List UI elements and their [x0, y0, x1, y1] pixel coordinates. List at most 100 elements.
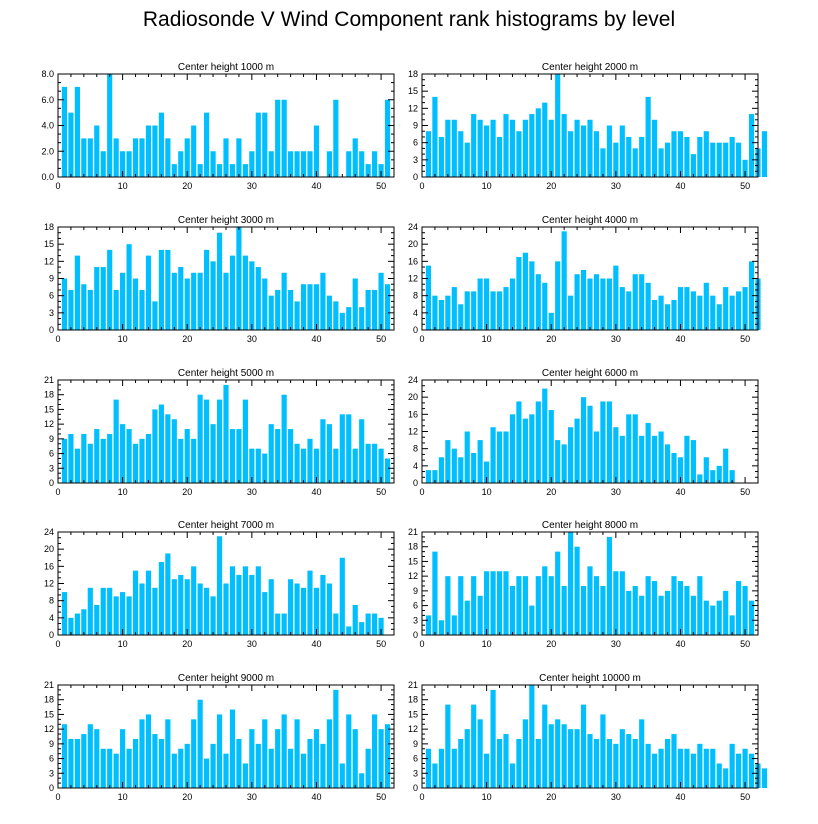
- bar: [574, 729, 580, 788]
- bar: [365, 443, 371, 483]
- bar: [664, 590, 671, 635]
- bar: [587, 405, 593, 483]
- bar: [484, 125, 490, 177]
- bar: [690, 440, 696, 483]
- bar: [81, 284, 87, 330]
- bar: [697, 136, 703, 177]
- y-tick-label: 0: [413, 172, 418, 182]
- y-tick-label: 8.0: [41, 69, 54, 79]
- bar: [561, 724, 567, 788]
- bar: [94, 604, 100, 635]
- bar: [87, 724, 93, 788]
- bar: [464, 729, 470, 788]
- bar: [68, 112, 74, 177]
- bar: [152, 125, 158, 177]
- bar: [275, 99, 281, 177]
- panel-title: Center height 2000 m: [542, 62, 638, 73]
- bar: [703, 282, 709, 330]
- bar: [262, 592, 268, 635]
- x-tick-label: 10: [482, 181, 492, 191]
- panel-6: Center height 6000 m 0 10 20 30 40 50 0 4 8 12 16 20…: [408, 368, 759, 497]
- y-tick-label: 24: [44, 527, 54, 537]
- bar: [300, 448, 307, 483]
- bar: [223, 753, 229, 788]
- bar: [645, 96, 651, 177]
- bar: [294, 443, 300, 483]
- x-tick-label: 50: [376, 639, 386, 649]
- y-tick-label: 3: [49, 768, 54, 778]
- bar: [326, 719, 332, 788]
- bar: [458, 304, 464, 330]
- bar: [288, 151, 294, 177]
- bar: [542, 388, 548, 483]
- bar: [729, 295, 735, 330]
- bar: [522, 719, 528, 788]
- bar: [281, 272, 287, 330]
- bar: [378, 164, 384, 177]
- bar: [107, 249, 113, 330]
- bar: [471, 291, 477, 330]
- bar: [94, 125, 100, 177]
- panel-title: Center height 7000 m: [178, 520, 274, 531]
- y-tick-label: 15: [408, 556, 418, 566]
- bar: [529, 261, 535, 330]
- bar: [372, 714, 378, 788]
- y-tick-label: 20: [408, 392, 418, 402]
- y-tick-label: 15: [408, 709, 418, 719]
- y-tick-label: 6.0: [41, 95, 54, 105]
- bar: [425, 748, 432, 788]
- y-tick-label: 24: [408, 222, 418, 232]
- y-tick-label: 16: [44, 561, 54, 571]
- bar: [307, 438, 313, 483]
- bar: [509, 585, 516, 635]
- bar: [587, 119, 593, 177]
- bar: [268, 748, 274, 788]
- bar: [671, 576, 677, 635]
- x-tick-label: 20: [546, 639, 556, 649]
- bar: [606, 401, 612, 483]
- bar: [197, 699, 203, 788]
- bar: [432, 295, 438, 330]
- bar: [113, 596, 119, 635]
- bar: [61, 592, 68, 635]
- bar: [632, 738, 638, 788]
- bar: [548, 312, 554, 330]
- bar: [326, 583, 332, 635]
- bar: [191, 566, 197, 635]
- bar: [223, 272, 229, 330]
- bar: [748, 261, 755, 330]
- bar: [613, 427, 619, 483]
- y-tick-label: 12: [44, 579, 54, 589]
- bar: [432, 96, 438, 177]
- y-tick-label: 15: [408, 86, 418, 96]
- bar: [477, 719, 483, 788]
- bar: [61, 724, 68, 788]
- bar: [210, 743, 216, 788]
- bar: [671, 131, 677, 177]
- bar: [574, 546, 580, 635]
- bar: [216, 232, 223, 330]
- bar: [178, 574, 184, 635]
- bar: [249, 151, 255, 177]
- bar: [458, 457, 464, 483]
- bar: [606, 125, 612, 177]
- bar: [139, 289, 145, 330]
- panel-title: Center height 4000 m: [542, 215, 638, 226]
- y-tick-label: 3: [413, 155, 418, 165]
- bar: [204, 249, 210, 330]
- bar: [262, 453, 268, 483]
- bar: [535, 576, 541, 635]
- bar: [522, 119, 528, 177]
- bar: [94, 267, 100, 330]
- bar: [445, 440, 451, 483]
- bar: [548, 119, 554, 177]
- bar: [126, 748, 132, 788]
- bar: [120, 592, 126, 635]
- bar: [736, 142, 742, 177]
- y-tick-label: 18: [44, 222, 54, 232]
- x-tick-label: 30: [247, 334, 257, 344]
- bar: [100, 151, 106, 177]
- bar: [742, 585, 748, 635]
- bar: [126, 244, 132, 330]
